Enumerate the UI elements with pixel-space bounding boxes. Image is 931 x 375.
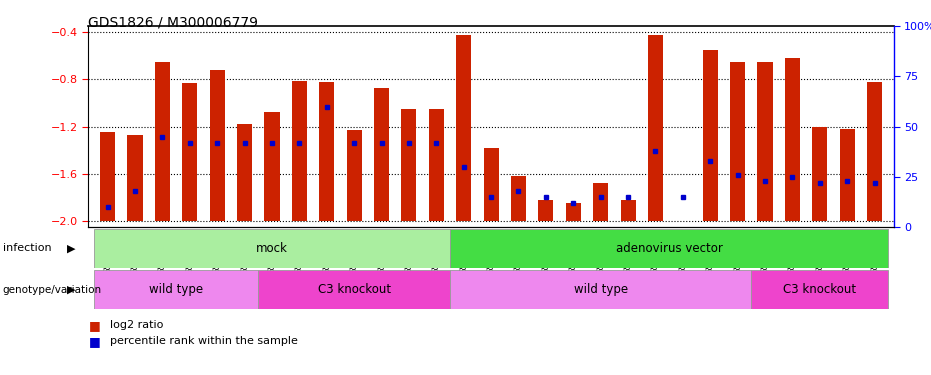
Bar <box>374 88 389 221</box>
Bar <box>346 130 361 221</box>
Bar <box>291 81 307 221</box>
Bar <box>401 109 416 221</box>
Bar <box>94 270 258 309</box>
Bar <box>511 176 526 221</box>
Text: wild type: wild type <box>573 283 627 296</box>
Bar <box>730 62 745 221</box>
Text: C3 knockout: C3 knockout <box>783 283 857 296</box>
Bar <box>812 127 828 221</box>
Bar <box>182 83 197 221</box>
Text: ▶: ▶ <box>67 285 75 295</box>
Bar <box>264 112 279 221</box>
Bar <box>483 148 499 221</box>
Bar <box>209 70 224 221</box>
Text: ■: ■ <box>88 335 101 348</box>
Bar <box>593 183 608 221</box>
Bar <box>703 50 718 221</box>
Bar <box>566 203 581 221</box>
Text: ▶: ▶ <box>67 243 75 254</box>
Text: genotype/variation: genotype/variation <box>3 285 101 295</box>
Text: mock: mock <box>256 242 288 255</box>
Text: ■: ■ <box>88 319 101 332</box>
Bar <box>128 135 142 221</box>
Text: adenovirus vector: adenovirus vector <box>615 242 722 255</box>
Text: percentile rank within the sample: percentile rank within the sample <box>110 336 298 346</box>
Bar <box>867 82 882 221</box>
Text: C3 knockout: C3 knockout <box>317 283 391 296</box>
Text: infection: infection <box>3 243 51 254</box>
Bar <box>785 58 800 221</box>
Bar <box>840 129 855 221</box>
Bar <box>101 132 115 221</box>
Bar <box>621 200 636 221</box>
Bar <box>456 34 471 221</box>
Bar <box>758 62 773 221</box>
Bar <box>450 270 751 309</box>
Text: GDS1826 / M300006779: GDS1826 / M300006779 <box>88 15 259 29</box>
Bar <box>538 200 553 221</box>
Bar <box>429 109 444 221</box>
Bar <box>751 270 888 309</box>
Bar <box>319 82 334 221</box>
Bar <box>258 270 450 309</box>
Text: wild type: wild type <box>149 283 203 296</box>
Bar <box>237 124 252 221</box>
Bar <box>155 62 170 221</box>
Text: log2 ratio: log2 ratio <box>110 321 163 330</box>
Bar <box>450 229 888 268</box>
Bar <box>648 34 663 221</box>
Bar <box>94 229 450 268</box>
